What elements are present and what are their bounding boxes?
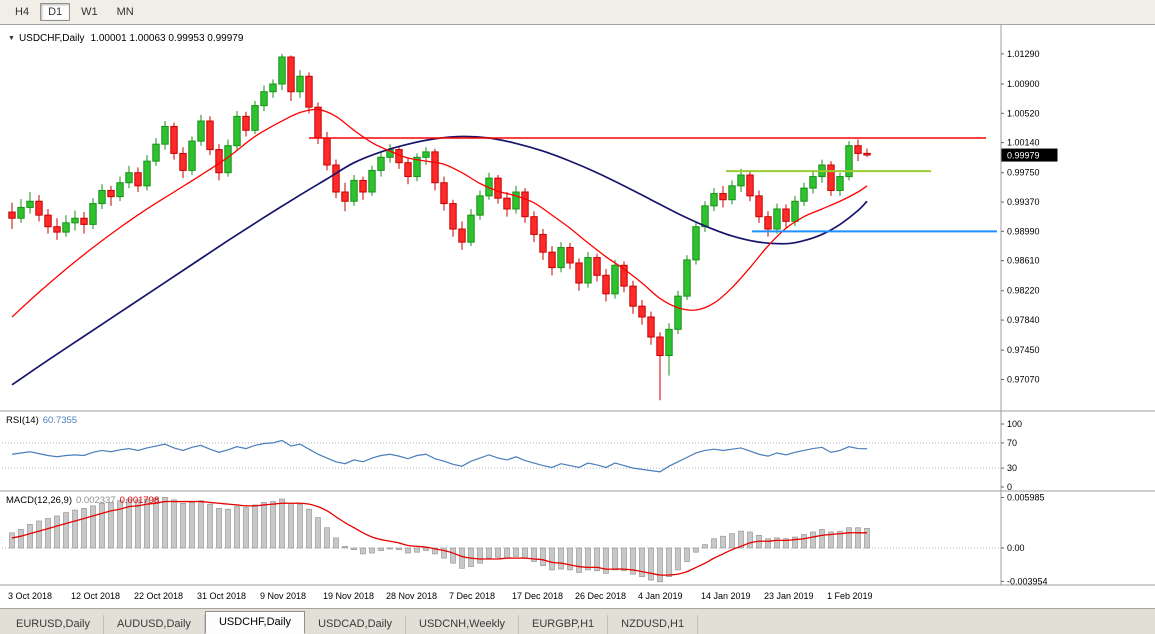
chart-tab-audusd[interactable]: AUDUSD,Daily xyxy=(104,615,205,634)
chart-canvas[interactable]: 1.01290 1.00900 1.00520 1.00140 0.99750 0.993… xyxy=(0,25,1155,608)
price-tick-label: 1.00900 xyxy=(1007,79,1040,89)
macd-name: MACD(12,26,9) xyxy=(6,495,72,506)
date-tick-label: 22 Oct 2018 xyxy=(134,591,183,601)
price-axis: 1.01290 1.00900 1.00520 1.00140 0.99750 0.993… xyxy=(1001,49,1040,384)
candlestick-series xyxy=(8,53,871,401)
collapse-indicator-icon[interactable]: ▼ xyxy=(8,35,15,42)
rsi-name: RSI(14) xyxy=(6,415,39,426)
chart-area[interactable]: 1.01290 1.00900 1.00520 1.00140 0.99750 0.993… xyxy=(0,25,1155,608)
macd-panel: 0.005985 0.00 -0.003954 xyxy=(2,492,1048,586)
current-price-label: 0.99979 xyxy=(1001,148,1058,162)
date-tick-label: 3 Oct 2018 xyxy=(8,591,52,601)
macd-tick-label: 0.005985 xyxy=(1007,492,1045,502)
chart-symbol-label: ▼ USDCHF,Daily 1.00001 1.00063 0.99953 0.9… xyxy=(8,33,243,44)
macd-indicator-label: MACD(12,26,9) 0.002337 0.001798 xyxy=(6,495,159,506)
price-tick-label: 0.97070 xyxy=(1007,374,1040,384)
rsi-tick-label: 100 xyxy=(1007,419,1022,429)
price-tick-label: 0.97450 xyxy=(1007,345,1040,355)
price-tick-label: 1.00140 xyxy=(1007,138,1040,148)
moving-averages xyxy=(11,108,868,386)
timeframe-button-mn[interactable]: MN xyxy=(109,3,142,21)
price-tick-label: 0.98220 xyxy=(1007,286,1040,296)
date-tick-label: 26 Dec 2018 xyxy=(575,591,626,601)
macd-main-value: 0.002337 xyxy=(76,495,116,506)
rsi-tick-label: 0 xyxy=(1007,482,1012,492)
price-tick-label: 0.98990 xyxy=(1007,226,1040,236)
timeframe-button-h4[interactable]: H4 xyxy=(7,3,37,21)
date-tick-label: 17 Dec 2018 xyxy=(512,591,563,601)
time-axis: 3 Oct 2018 12 Oct 2018 22 Oct 2018 31 Oct 2… xyxy=(8,591,873,601)
date-tick-label: 23 Jan 2019 xyxy=(764,591,814,601)
ohlc-values: 1.00001 1.00063 0.99953 0.99979 xyxy=(90,33,244,44)
date-tick-label: 4 Jan 2019 xyxy=(638,591,683,601)
rsi-tick-label: 70 xyxy=(1007,438,1017,448)
rsi-line xyxy=(11,439,868,473)
macd-tick-label: -0.003954 xyxy=(1007,576,1048,586)
chart-tab-usdchf[interactable]: USDCHF,Daily xyxy=(204,611,306,634)
date-tick-label: 14 Jan 2019 xyxy=(701,591,751,601)
rsi-panel: 100 70 30 0 xyxy=(2,419,1022,492)
price-tick-label: 1.01290 xyxy=(1007,49,1040,59)
price-tick-label: 0.99370 xyxy=(1007,197,1040,207)
chart-tabs-bar: EURUSD,Daily AUDUSD,Daily USDCHF,Daily USDC… xyxy=(0,608,1155,634)
macd-signal-value: 0.001798 xyxy=(119,495,160,506)
chart-tab-nzdusd[interactable]: NZDUSD,H1 xyxy=(608,615,699,634)
price-tick-label: 0.98610 xyxy=(1007,256,1040,266)
macd-signal-line xyxy=(11,500,868,576)
ma-fast-line xyxy=(11,108,868,318)
date-tick-label: 1 Feb 2019 xyxy=(827,591,873,601)
chart-tab-usdcnh[interactable]: USDCNH,Weekly xyxy=(406,615,520,634)
chart-tab-eurusd[interactable]: EURUSD,Daily xyxy=(3,615,104,634)
date-tick-label: 9 Nov 2018 xyxy=(260,591,306,601)
price-tick-label: 1.00520 xyxy=(1007,108,1040,118)
date-tick-label: 28 Nov 2018 xyxy=(386,591,437,601)
rsi-tick-label: 30 xyxy=(1007,463,1017,473)
date-tick-label: 7 Dec 2018 xyxy=(449,591,495,601)
rsi-value: 60.7355 xyxy=(42,415,78,426)
svg-text:0.99979: 0.99979 xyxy=(1007,151,1040,161)
price-tick-label: 0.99750 xyxy=(1007,168,1040,178)
date-tick-label: 19 Nov 2018 xyxy=(323,591,374,601)
timeframe-button-d1[interactable]: D1 xyxy=(40,3,71,21)
rsi-indicator-label: RSI(14) 60.7355 xyxy=(6,415,77,426)
macd-tick-label: 0.00 xyxy=(1007,543,1025,553)
symbol-name: USDCHF,Daily xyxy=(18,33,85,44)
date-tick-label: 31 Oct 2018 xyxy=(197,591,246,601)
date-tick-label: 12 Oct 2018 xyxy=(71,591,120,601)
timeframe-button-w1[interactable]: W1 xyxy=(73,3,106,21)
timeframe-toolbar: H4 D1 W1 MN xyxy=(0,0,1155,25)
chart-tab-eurgbp[interactable]: EURGBP,H1 xyxy=(519,615,609,634)
chart-tab-usdcad[interactable]: USDCAD,Daily xyxy=(305,615,407,634)
ma-slow-line xyxy=(11,135,868,386)
price-tick-label: 0.97840 xyxy=(1007,315,1040,325)
